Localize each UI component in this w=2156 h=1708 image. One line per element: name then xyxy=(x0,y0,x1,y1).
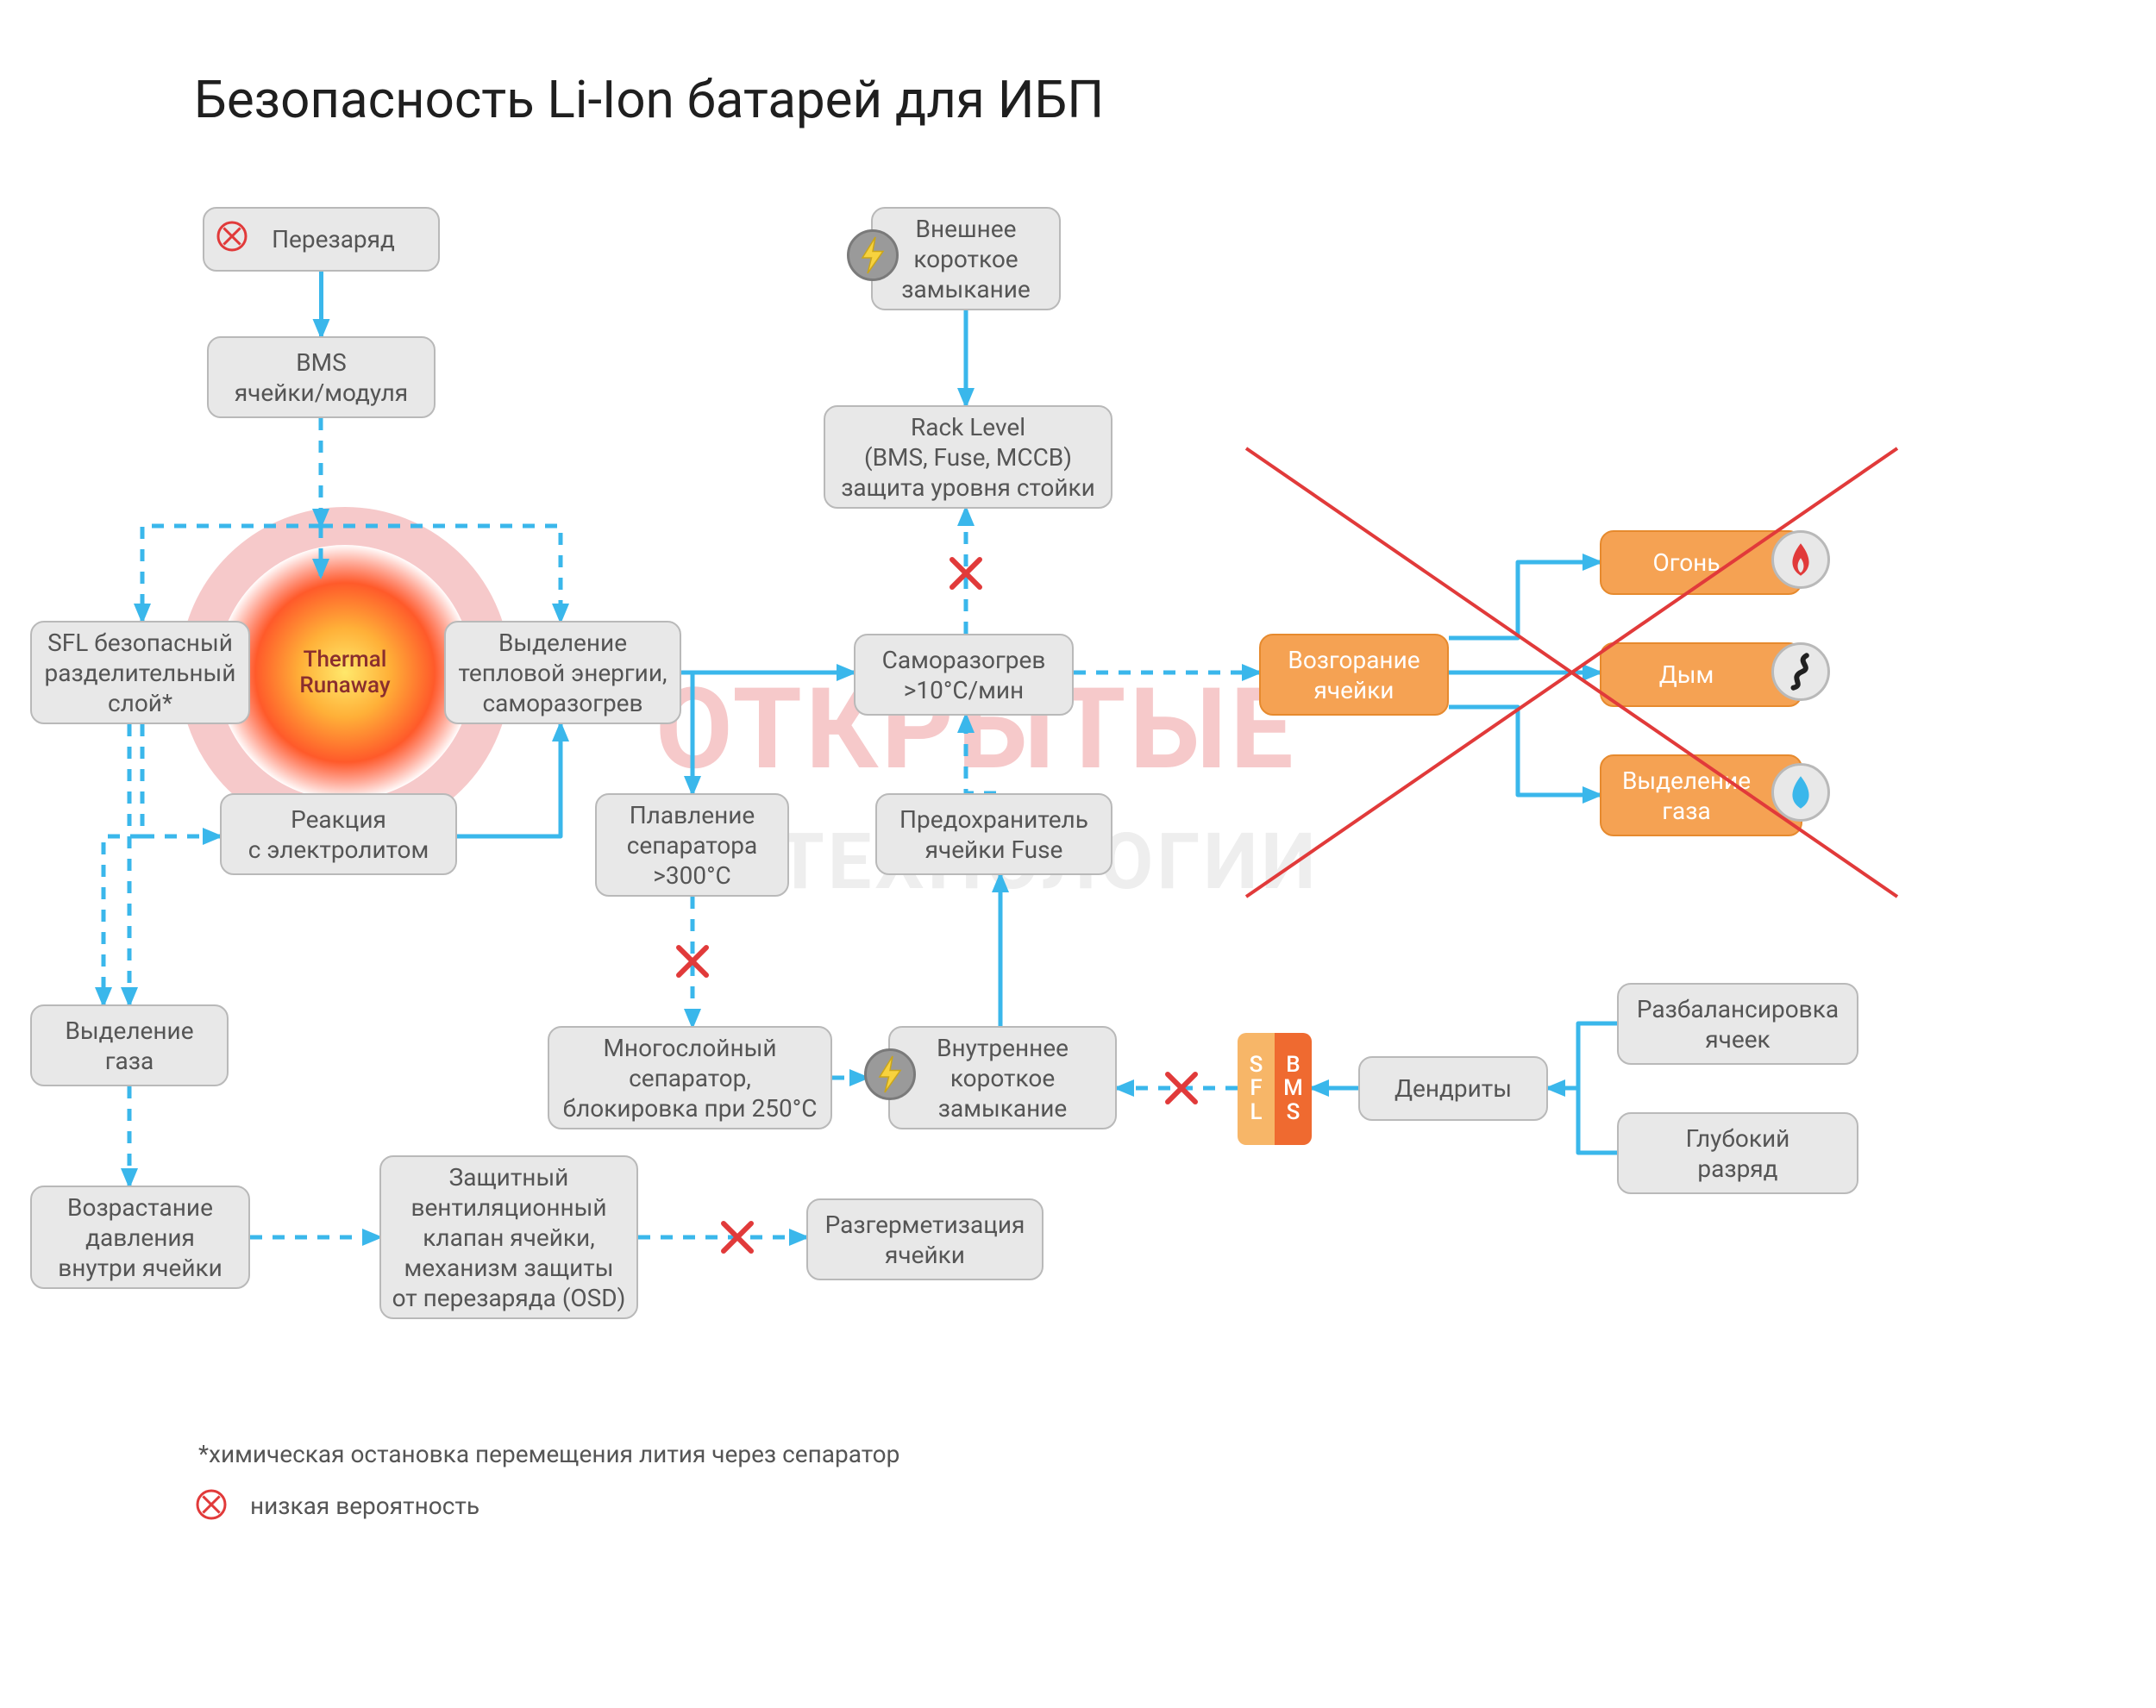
lowprob-icon xyxy=(216,221,248,259)
node-label: Глубокийразряд xyxy=(1686,1123,1790,1184)
node-label: Выделениетепловой энергии,саморазогрев xyxy=(459,628,667,718)
node-ignition: Возгораниеячейки xyxy=(1259,634,1449,716)
node-depress: Разгерметизацияячейки xyxy=(806,1198,1044,1280)
node-label: Разгерметизацияячейки xyxy=(825,1210,1025,1270)
node-overcharge: Перезаряд xyxy=(203,207,440,272)
node-gas_out: Выделениегаза xyxy=(1600,754,1802,836)
node-label: Rack Level(BMS, Fuse, MCCB)защита уровня… xyxy=(841,412,1095,503)
node-gas1: Выделениегаза xyxy=(30,1004,229,1086)
diagram-title: Безопасность Li-Ion батарей для ИБП xyxy=(194,69,1104,130)
node-sfl: SFL безопасныйразделительныйслой* xyxy=(30,621,250,724)
bolt-icon xyxy=(864,1048,916,1107)
node-sep_melt: Плавлениесепаратора>300°C xyxy=(595,793,789,897)
node-sep_multi: Многослойныйсепаратор,блокировка при 250… xyxy=(548,1026,832,1129)
node-label: Реакцияс электролитом xyxy=(248,804,429,865)
node-label: Дым xyxy=(1659,660,1744,690)
node-label: Разбалансировкаячеек xyxy=(1637,994,1839,1054)
node-smoke: Дым xyxy=(1600,642,1802,707)
node-pressure: Возрастаниедавлениявнутри ячейки xyxy=(30,1186,250,1289)
node-label: Многослойныйсепаратор,блокировка при 250… xyxy=(563,1033,818,1123)
node-label: BMSячейки/модуля xyxy=(235,347,408,408)
node-heat: Выделениетепловой энергии,саморазогрев xyxy=(444,621,681,724)
fire-icon xyxy=(1771,530,1830,596)
node-label: Внутреннеекороткоезамыкание xyxy=(937,1033,1069,1123)
smoke-icon xyxy=(1771,642,1830,708)
node-label: Перезаряд xyxy=(248,224,395,254)
node-label: Плавлениесепаратора>300°C xyxy=(627,800,757,891)
legend-footnote: *химическая остановка перемещения лития … xyxy=(198,1440,899,1468)
node-thermal-runaway: ThermalRunaway xyxy=(250,578,440,767)
node-label: Дендриты xyxy=(1395,1073,1512,1104)
node-deep_disch: Глубокийразряд xyxy=(1617,1112,1858,1194)
node-ext_short: Внешнеекороткоезамыкание xyxy=(871,207,1061,310)
node-label: Возгораниеячейки xyxy=(1288,645,1420,705)
node-rack: Rack Level(BMS, Fuse, MCCB)защита уровня… xyxy=(824,405,1112,509)
node-fire: Огонь xyxy=(1600,530,1802,595)
node-label: Выделениегаза xyxy=(1622,766,1780,826)
node-label: Саморазогрев>10°C/мин xyxy=(882,645,1046,705)
legend-lowprob-icon xyxy=(196,1489,227,1523)
node-sfl-bms: SFLBMS xyxy=(1238,1033,1312,1145)
node-selfheat: Саморазогрев>10°C/мин xyxy=(854,634,1074,716)
node-label: Защитныйвентиляционныйклапан ячейки,меха… xyxy=(392,1162,626,1313)
node-label: Выделениегаза xyxy=(65,1016,193,1076)
node-electrolyte: Реакцияс электролитом xyxy=(220,793,457,875)
node-bms: BMSячейки/модуля xyxy=(207,336,436,418)
gas-icon xyxy=(1771,763,1830,829)
node-imbalance: Разбалансировкаячеек xyxy=(1617,983,1858,1065)
node-vent: Защитныйвентиляционныйклапан ячейки,меха… xyxy=(379,1155,638,1319)
node-label: Предохранительячейки Fuse xyxy=(899,804,1088,865)
node-label: SFL безопасныйразделительныйслой* xyxy=(45,628,236,718)
legend-lowprob-text: низкая вероятность xyxy=(250,1492,479,1520)
node-int_short: Внутреннеекороткоезамыкание xyxy=(888,1026,1117,1129)
diagram-stage: ОТКРЫТЫЕТЕХНОЛОГИИ Перезаряд BMSячейки/м… xyxy=(0,0,2156,1708)
node-label: Внешнеекороткоезамыкание xyxy=(901,214,1030,304)
node-fuse: Предохранительячейки Fuse xyxy=(875,793,1112,875)
node-dendrites: Дендриты xyxy=(1358,1056,1548,1121)
bolt-icon xyxy=(847,229,899,288)
node-label: Возрастаниедавлениявнутри ячейки xyxy=(58,1192,222,1283)
node-label: Огонь xyxy=(1652,547,1749,578)
